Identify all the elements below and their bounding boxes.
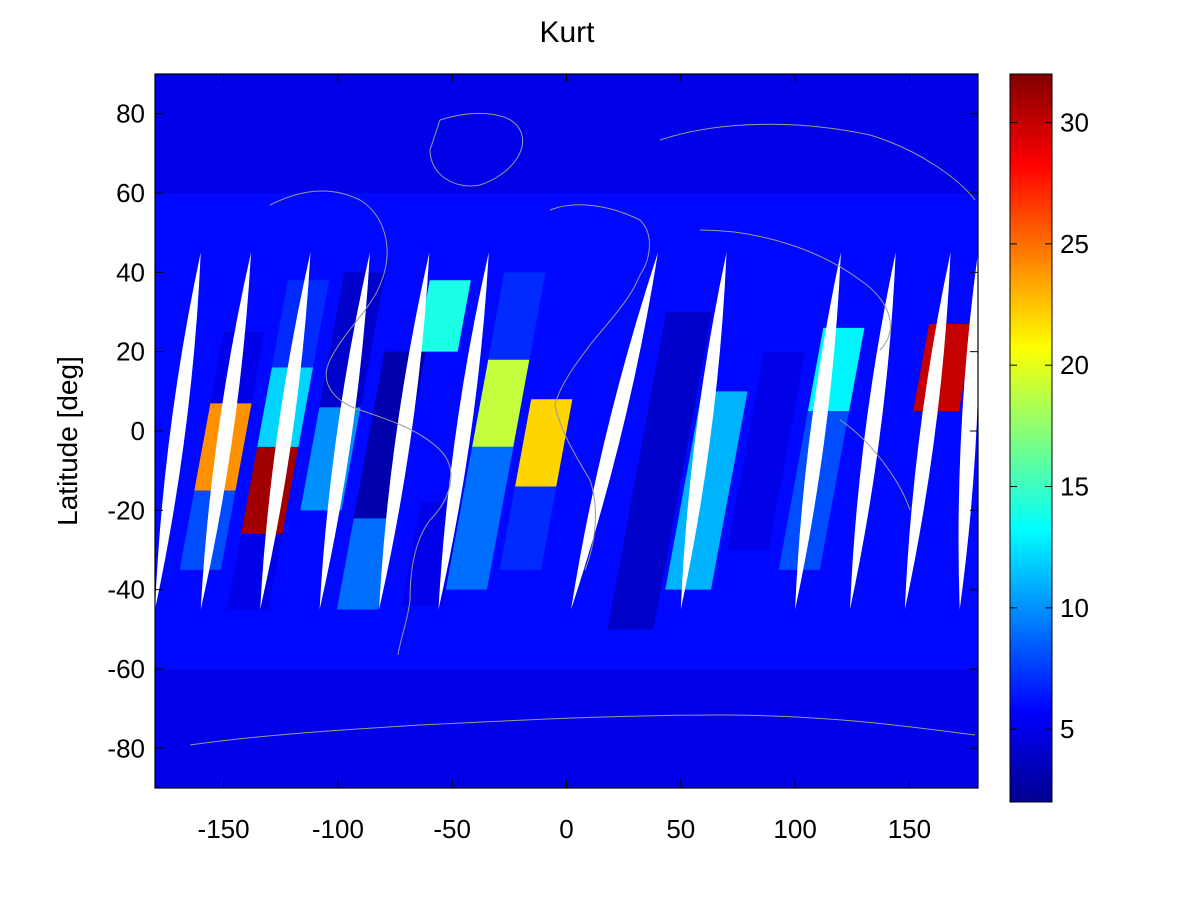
y-tick-label: 60 — [116, 178, 145, 208]
swath-cell — [515, 399, 573, 487]
colorbar: 5 10 15 20 25 30 — [1009, 73, 1089, 803]
polar-bands — [155, 74, 978, 788]
colorbar-tick-label: 30 — [1060, 108, 1089, 138]
plot-area — [155, 74, 978, 788]
colorbar-ticks: 5 10 15 20 25 30 — [1010, 108, 1089, 744]
polar-band-cell — [155, 74, 978, 193]
no-data-gap — [849, 252, 896, 610]
x-tick-label: -50 — [433, 814, 471, 844]
y-tick-label: 40 — [116, 257, 145, 287]
y-tick-label: 0 — [131, 416, 145, 446]
coastline-asia — [659, 123, 976, 511]
swath-cell — [727, 351, 806, 550]
swath-cell — [499, 486, 557, 570]
y-axis-label: Latitude [deg] — [52, 356, 83, 526]
colorbar-tick-label: 10 — [1060, 593, 1089, 623]
x-tick-label: 50 — [666, 814, 695, 844]
y-tick-label: -60 — [107, 654, 145, 684]
no-data-gap — [438, 252, 489, 610]
colorbar-tick-label: 20 — [1060, 350, 1089, 380]
no-data-gaps — [155, 252, 978, 610]
no-data-gap — [958, 252, 978, 610]
swath-cell — [445, 446, 514, 590]
swath-cell — [416, 280, 471, 352]
x-tick-label: -100 — [312, 814, 364, 844]
x-tick-label: -150 — [198, 814, 250, 844]
no-data-gap — [571, 252, 658, 610]
y-tick-label: -20 — [107, 495, 145, 525]
colorbar-tick-label: 5 — [1060, 714, 1074, 744]
coastlines — [189, 112, 976, 746]
swath-cell — [488, 272, 546, 360]
no-data-gap — [680, 252, 727, 610]
x-axis-ticks: -150 -100 -50 0 50 100 150 — [198, 74, 931, 844]
coastline-antarctica — [189, 714, 976, 746]
coastline-greenland — [429, 112, 524, 187]
no-data-gap — [200, 252, 252, 610]
x-tick-label: 100 — [773, 814, 816, 844]
colorbar-tick-label: 25 — [1060, 229, 1089, 259]
coastline-europe-africa — [549, 204, 650, 571]
x-tick-label: 150 — [888, 814, 931, 844]
x-tick-label: 0 — [559, 814, 573, 844]
y-tick-label: -40 — [107, 575, 145, 605]
no-data-gap — [379, 252, 430, 610]
swath-cell — [607, 312, 712, 630]
no-data-gap — [904, 252, 951, 610]
no-data-gap — [319, 252, 370, 610]
coastline-americas — [269, 190, 452, 656]
no-data-gap — [260, 252, 311, 610]
y-axis-ticks: -80 -60 -40 -20 0 20 40 60 80 — [107, 99, 978, 763]
y-tick-label: 20 — [116, 337, 145, 367]
chart-title: Kurt — [539, 16, 595, 49]
y-tick-label: 80 — [116, 99, 145, 129]
swath-cell — [472, 359, 530, 447]
no-data-gap — [795, 252, 841, 610]
colorbar-tick-label: 15 — [1060, 472, 1089, 502]
polar-band-cell — [155, 669, 978, 788]
no-data-gap — [155, 252, 201, 610]
y-tick-label: -80 — [107, 733, 145, 763]
colorbar-ramp — [1009, 73, 1053, 803]
swath-cell — [155, 272, 230, 630]
